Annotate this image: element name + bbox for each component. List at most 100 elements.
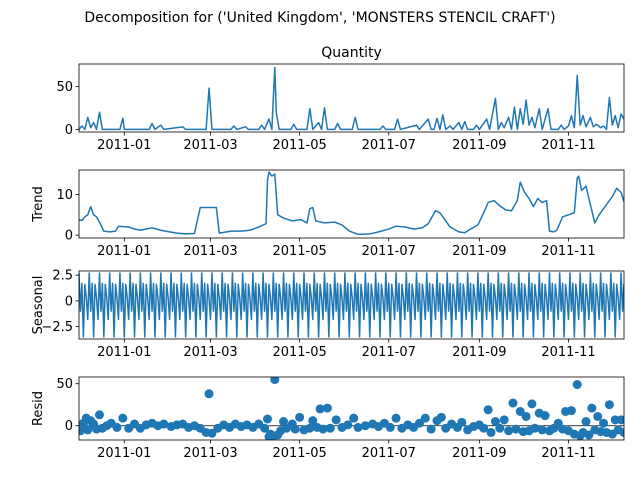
resid-point — [499, 415, 509, 425]
resid-point — [349, 413, 359, 423]
resid-point — [360, 421, 370, 431]
resid-point — [83, 425, 93, 435]
panel-frame — [78, 169, 625, 239]
plot-area — [79, 272, 624, 338]
resid-point — [305, 423, 315, 433]
panel-frame — [78, 270, 625, 340]
resid-point — [566, 406, 576, 416]
resid-point — [604, 400, 614, 410]
resid-point — [426, 424, 436, 434]
resid-point — [94, 410, 104, 420]
resid-point — [521, 411, 531, 421]
y-tick-label: 50 — [56, 377, 73, 392]
x-tick-label: 2011-03 — [183, 244, 237, 259]
x-tick-label: 2011-11 — [541, 138, 595, 153]
resid-point — [262, 414, 272, 424]
x-tick-label: 2011-11 — [541, 244, 595, 259]
y-tick-label: 10 — [56, 188, 73, 203]
resid-point — [436, 412, 446, 422]
x-tick-label: 2011-07 — [362, 138, 416, 153]
resid-point — [207, 428, 217, 438]
y-tick-label: 0 — [65, 294, 73, 309]
panel-2: 0 10 2011-01 2011-03 2011-05 2011-07 2011-09 20… — [31, 169, 625, 259]
x-tick-label: 2011-07 — [362, 345, 416, 360]
x-tick-label: 2011-05 — [272, 244, 326, 259]
panel-4: 0 50 2011-01 2011-03 2011-05 2011-07 2011-09 20… — [31, 376, 625, 461]
panel-1: 0 50 2011-01 2011-03 2011-05 2011-07 2011-09 20… — [56, 45, 625, 153]
x-tick-label: 2011-01 — [97, 244, 151, 259]
resid-point — [420, 413, 430, 423]
resid-point — [515, 406, 525, 416]
resid-point — [343, 420, 353, 430]
resid-point — [490, 417, 500, 427]
resid-point — [508, 398, 518, 408]
y-tick-label: 0 — [65, 419, 73, 434]
series-line — [79, 66, 624, 131]
resid-point — [457, 417, 467, 427]
resid-point — [322, 403, 332, 413]
resid-point — [331, 415, 341, 425]
x-tick-label: 2011-01 — [97, 446, 151, 461]
y-tick-label: 2.5 — [52, 269, 73, 284]
resid-point — [537, 425, 547, 435]
resid-point — [483, 405, 493, 415]
resid-point — [295, 412, 305, 422]
x-tick-label: 2011-05 — [272, 446, 326, 461]
resid-point — [530, 423, 540, 433]
resid-point — [581, 417, 591, 427]
plot-area — [79, 66, 624, 131]
x-tick-label: 2011-05 — [272, 345, 326, 360]
resid-point — [270, 377, 280, 385]
resid-point — [486, 427, 496, 437]
panel-3: −2.5 0 2.5 2011-01 2011-03 2011-05 2011-07 2011… — [31, 269, 625, 360]
y-tick-label: 0 — [65, 123, 73, 138]
panels: 0 50 2011-01 2011-03 2011-05 2011-07 2011-09 20… — [31, 45, 625, 461]
plot-area — [79, 171, 624, 236]
resid-point — [527, 399, 537, 409]
resid-point — [391, 413, 401, 423]
resid-point — [290, 424, 300, 434]
x-tick-label: 2011-11 — [541, 345, 595, 360]
resid-point — [511, 424, 521, 434]
y-axis-label: Seasonal — [31, 276, 46, 335]
panel-frame — [78, 63, 625, 133]
resid-point — [118, 413, 128, 423]
resid-point — [279, 417, 289, 427]
resid-point — [495, 423, 505, 433]
resid-point — [584, 430, 594, 440]
x-tick-label: 2011-09 — [452, 345, 506, 360]
resid-point — [540, 411, 550, 421]
x-tick-label: 2011-03 — [183, 138, 237, 153]
resid-point — [385, 422, 395, 432]
resid-point — [616, 415, 624, 425]
x-tick-label: 2011-03 — [183, 446, 237, 461]
resid-point — [587, 403, 597, 413]
resid-point — [353, 422, 363, 432]
resid-point — [308, 416, 318, 426]
x-tick-label: 2011-09 — [452, 446, 506, 461]
x-tick-label: 2011-11 — [541, 446, 595, 461]
x-tick-label: 2011-09 — [452, 138, 506, 153]
resid-point — [572, 380, 582, 390]
resid-point — [315, 404, 325, 414]
x-tick-label: 2011-03 — [183, 345, 237, 360]
series-line — [79, 272, 624, 338]
resid-point — [504, 426, 514, 436]
panel-frame — [78, 376, 625, 441]
resid-point — [619, 427, 624, 437]
resid-point — [325, 423, 335, 433]
x-tick-label: 2011-07 — [362, 244, 416, 259]
resid-point — [204, 389, 214, 399]
y-tick-label: 50 — [56, 80, 73, 95]
plot-area — [79, 377, 624, 440]
resid-point — [159, 419, 169, 429]
y-tick-label: −2.5 — [41, 320, 73, 335]
resid-point — [260, 423, 270, 433]
x-tick-label: 2011-01 — [97, 138, 151, 153]
figure-suptitle: Decomposition for ('United Kingdom', 'MO… — [84, 10, 555, 26]
resid-point — [593, 411, 603, 421]
x-tick-label: 2011-07 — [362, 446, 416, 461]
resid-point — [479, 423, 489, 433]
y-axis-label: Resid — [31, 391, 46, 426]
x-tick-label: 2011-05 — [272, 138, 326, 153]
